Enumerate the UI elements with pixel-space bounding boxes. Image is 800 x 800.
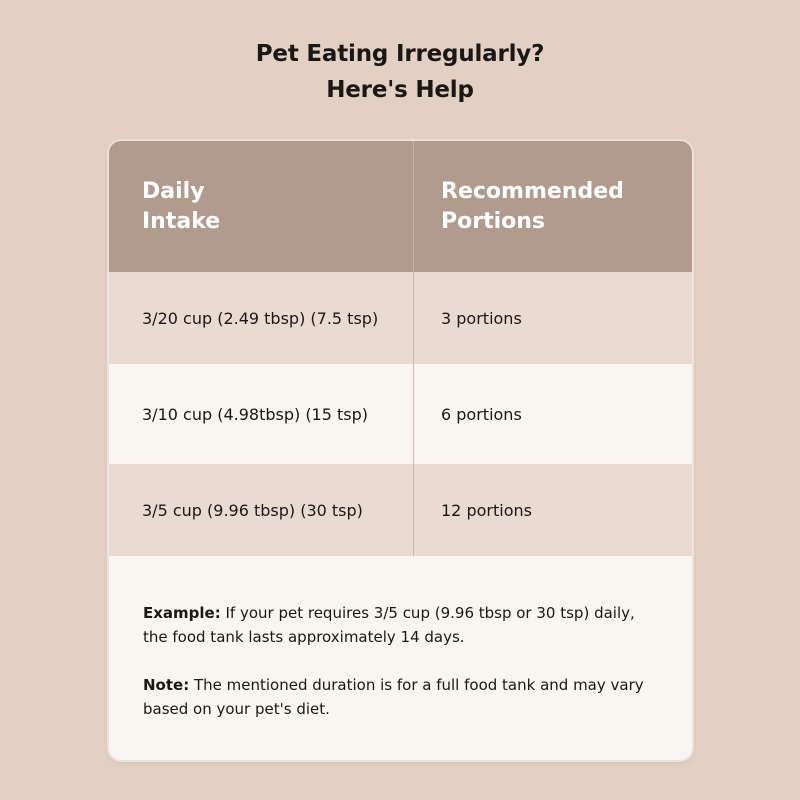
- header-portions-line-1: Recommended: [441, 178, 624, 204]
- portions-cell: 12 portions: [441, 500, 532, 520]
- header-daily-intake-line-1: Daily: [142, 178, 205, 204]
- note-label: Note:: [143, 676, 190, 694]
- portions-cell: 3 portions: [441, 308, 522, 328]
- table-row: 3/5 cup (9.96 tbsp) (30 tsp) 12 portions: [109, 464, 692, 556]
- example-note: Example: If your pet requires 3/5 cup (9…: [143, 601, 663, 649]
- portions-cell: 6 portions: [441, 404, 522, 424]
- intake-cell: 3/5 cup (9.96 tbsp) (30 tsp): [109, 464, 414, 556]
- intake-cell: 3/10 cup (4.98tbsp) (15 tsp): [109, 364, 414, 464]
- notes-section: Example: If your pet requires 3/5 cup (9…: [143, 601, 663, 745]
- duration-note: Note: The mentioned duration is for a fu…: [143, 673, 663, 721]
- header-daily-intake-line-2: Intake: [142, 208, 221, 234]
- note-text: The mentioned duration is for a full foo…: [143, 676, 644, 718]
- table-row: 3/10 cup (4.98tbsp) (15 tsp) 6 portions: [109, 364, 692, 464]
- intake-cell: 3/20 cup (2.49 tbsp) (7.5 tsp): [109, 272, 414, 364]
- portion-table: Daily Intake Recommended Portions 3/20 c…: [109, 141, 692, 556]
- page-title: Pet Eating Irregularly? Here's Help: [0, 36, 800, 108]
- portion-card: Daily Intake Recommended Portions 3/20 c…: [109, 141, 692, 760]
- example-text: If your pet requires 3/5 cup (9.96 tbsp …: [143, 604, 635, 646]
- header-portions-line-2: Portions: [441, 208, 546, 234]
- table-header-row: Daily Intake Recommended Portions: [109, 141, 692, 272]
- title-line-2: Here's Help: [326, 77, 474, 103]
- table-row: 3/20 cup (2.49 tbsp) (7.5 tsp) 3 portion…: [109, 272, 692, 364]
- header-daily-intake: Daily Intake: [109, 141, 414, 272]
- title-line-1: Pet Eating Irregularly?: [255, 41, 545, 67]
- example-label: Example:: [143, 604, 221, 622]
- header-recommended-portions: Recommended Portions: [414, 141, 692, 272]
